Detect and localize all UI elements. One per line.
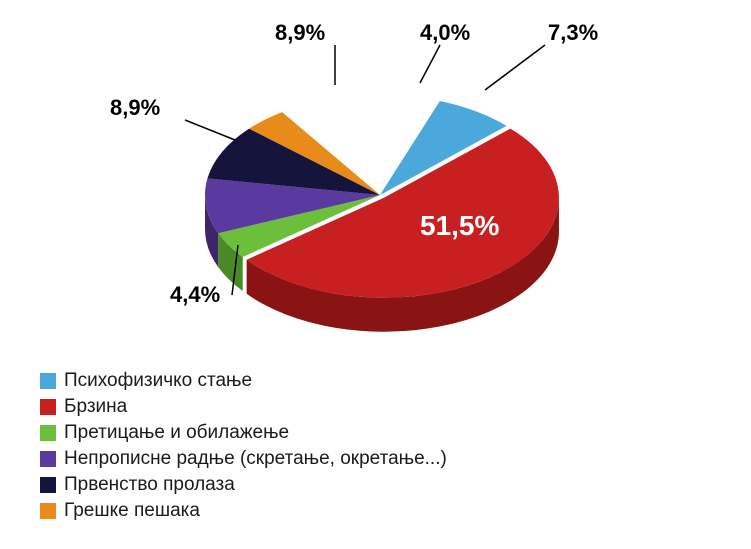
leader-line — [185, 120, 235, 140]
legend: Психофизичко стање Брзина Претицање и обил… — [40, 370, 447, 526]
legend-item: Првенство пролаза — [40, 474, 447, 496]
legend-item: Претицање и обилажење — [40, 422, 447, 444]
legend-label: Брзина — [64, 396, 127, 418]
legend-swatch — [40, 451, 56, 467]
legend-label: Непрописне радње (скретање, окретање...) — [64, 448, 447, 470]
pie-svg — [120, 20, 620, 360]
slice-percent-label: 51,5% — [420, 210, 499, 242]
legend-label: Претицање и обилажење — [64, 422, 289, 444]
leader-line — [420, 45, 440, 83]
slice-percent-label: 8,9% — [275, 20, 325, 46]
slice-percent-label: 7,3% — [548, 20, 598, 46]
legend-swatch — [40, 425, 56, 441]
legend-swatch — [40, 399, 56, 415]
slice-percent-label: 8,9% — [110, 95, 160, 121]
legend-item: Психофизичко стање — [40, 370, 447, 392]
legend-label: Првенство пролаза — [64, 474, 235, 496]
legend-label: Психофизичко стање — [64, 370, 252, 392]
legend-item: Грешке пешака — [40, 500, 447, 522]
legend-item: Непрописне радње (скретање, окретање...) — [40, 448, 447, 470]
legend-label: Грешке пешака — [64, 500, 200, 522]
pie-chart: 7,3%51,5%4,4%8,9%8,9%4,0% — [120, 20, 620, 360]
slice-percent-label: 4,0% — [420, 20, 470, 46]
legend-swatch — [40, 373, 56, 389]
legend-item: Брзина — [40, 396, 447, 418]
legend-swatch — [40, 503, 56, 519]
slice-percent-label: 4,4% — [170, 282, 220, 308]
leader-line — [485, 45, 545, 90]
legend-swatch — [40, 477, 56, 493]
